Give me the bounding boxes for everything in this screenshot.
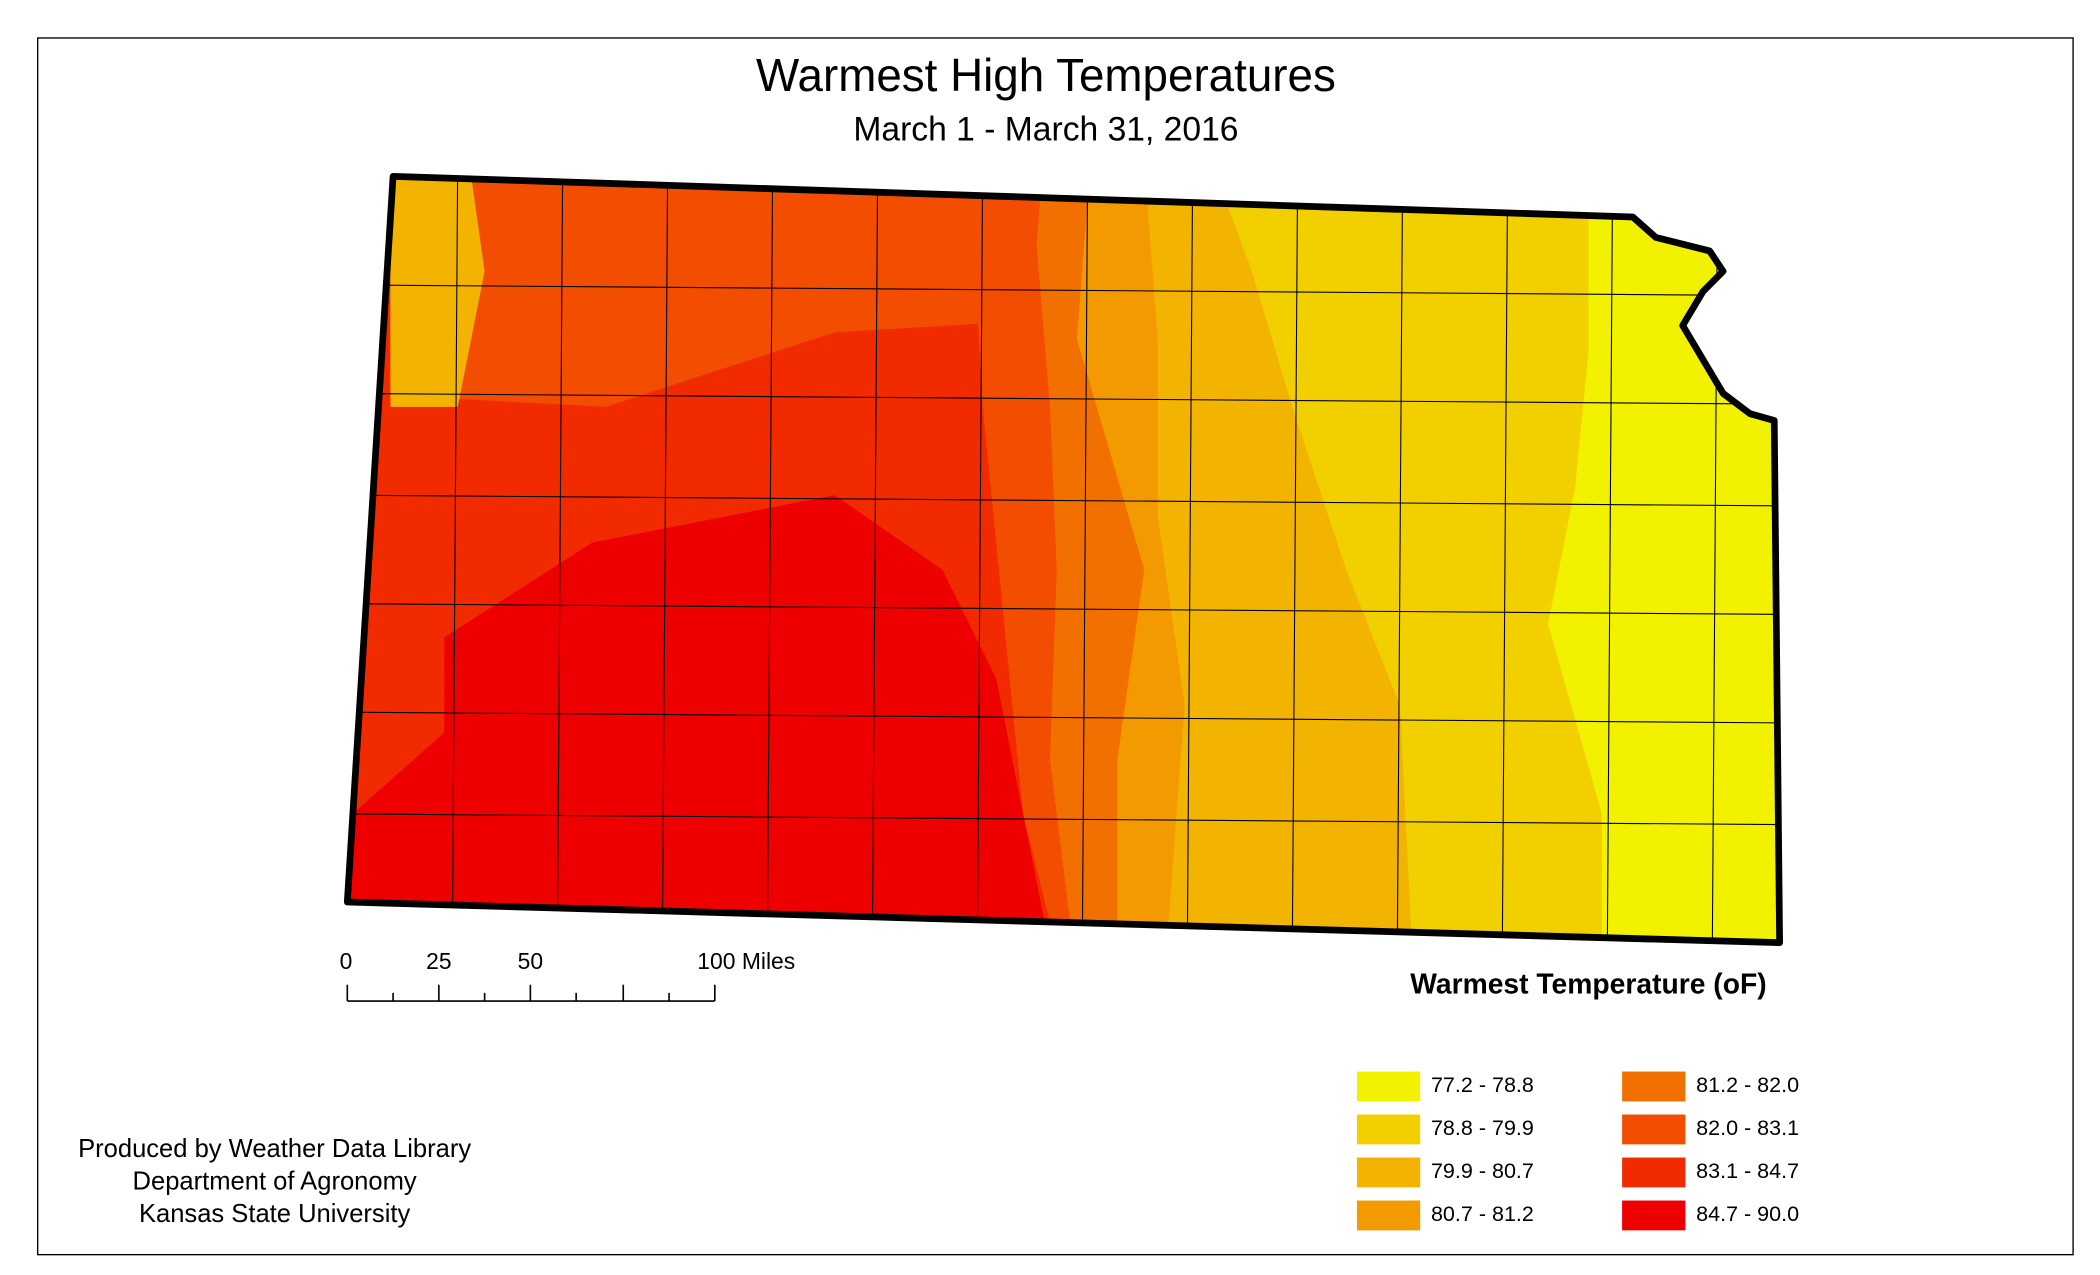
frame [37, 37, 2074, 1256]
county-line [661, 176, 669, 943]
temperature-regions [347, 176, 1780, 943]
county-line [347, 813, 1780, 826]
state-outline [343, 172, 1783, 947]
legend-swatch [1622, 1114, 1686, 1145]
legend: 77.2 - 78.8 78.8 - 79.9 79.9 - 80.7 80.7 - … [1356, 1071, 1799, 1231]
legend-label: 82.0 - 83.1 [1696, 1115, 1799, 1140]
scale-label: 50 [518, 948, 543, 974]
credit: Produced by Weather Data Library [78, 1135, 471, 1163]
legend-swatch [1622, 1071, 1686, 1102]
legend-swatch [1622, 1157, 1686, 1188]
county-line [556, 176, 564, 943]
legend-swatch [1622, 1200, 1686, 1231]
county-lines [347, 176, 1780, 943]
legend-swatch [1356, 1157, 1421, 1188]
county-line [766, 176, 774, 943]
legend-label: 81.2 - 82.0 [1696, 1072, 1799, 1097]
scale-label: 25 [426, 948, 451, 974]
scale-bar: 0 25 50 100 Miles [340, 948, 795, 1002]
county-line [347, 392, 1780, 405]
county-line [347, 711, 1780, 724]
county-line [347, 494, 1780, 507]
credit: Kansas State University [139, 1200, 410, 1228]
temperature-region [1548, 176, 1780, 943]
county-line [1606, 176, 1614, 943]
county-line [1186, 176, 1194, 943]
county-line [1291, 176, 1299, 943]
legend-swatch [1356, 1114, 1421, 1145]
legend-title: Warmest Temperature (oF) [1410, 969, 1766, 1001]
temperature-region [390, 176, 1064, 407]
temperature-region [807, 176, 1780, 190]
county-line [976, 176, 984, 943]
scale-label: 100 Miles [697, 948, 795, 974]
county-line [347, 284, 1780, 297]
legend-label: 77.2 - 78.8 [1431, 1072, 1534, 1097]
county-line [347, 603, 1780, 615]
legend-label: 79.9 - 80.7 [1431, 1158, 1534, 1183]
legend-swatch [1356, 1200, 1421, 1231]
credit: Department of Agronomy [133, 1167, 417, 1195]
subtitle: March 1 - March 31, 2016 [853, 110, 1238, 148]
temperature-region [390, 176, 485, 407]
county-line [1081, 176, 1089, 943]
legend-label: 80.7 - 81.2 [1431, 1201, 1534, 1226]
title: Warmest High Temperatures [756, 49, 1336, 101]
legend-label: 83.1 - 84.7 [1696, 1158, 1799, 1183]
legend-label: 84.7 - 90.0 [1696, 1201, 1799, 1226]
county-line [451, 176, 459, 943]
county-line [871, 176, 879, 943]
county-line [1396, 176, 1404, 943]
temperature-region [347, 495, 1050, 943]
county-line [1501, 176, 1509, 943]
legend-swatch [1356, 1071, 1421, 1102]
legend-label: 78.8 - 79.9 [1431, 1115, 1534, 1140]
scale-label: 0 [340, 948, 353, 974]
